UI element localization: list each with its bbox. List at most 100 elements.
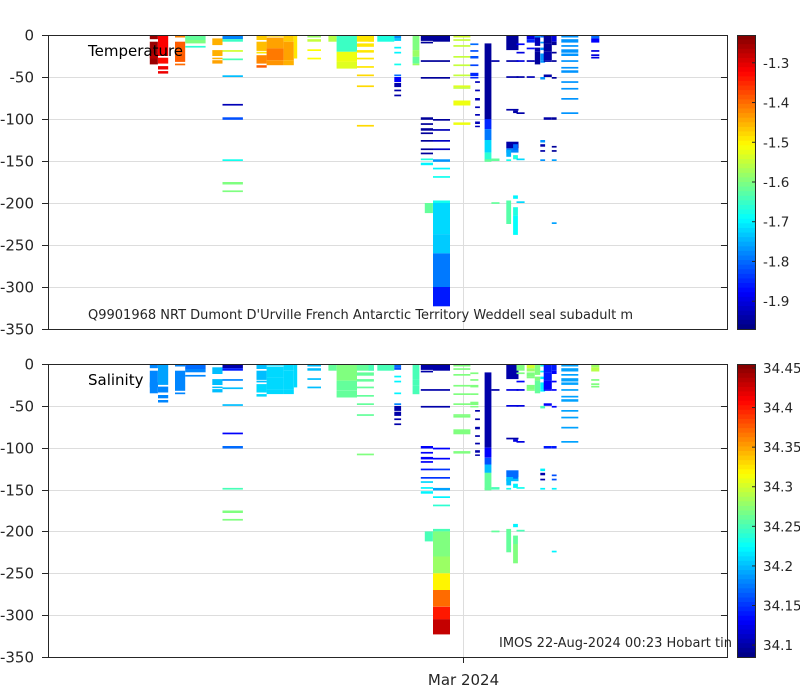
- colorbar-swatch: [737, 287, 756, 293]
- profile-cell: [516, 529, 525, 532]
- profile-cell: [453, 364, 471, 367]
- profile-cell: [307, 364, 321, 367]
- profile-cell: [475, 106, 480, 109]
- profile-cell: [516, 487, 525, 489]
- y-tick-label: -200: [0, 195, 34, 213]
- profile-cell: [484, 472, 492, 490]
- profile-cell: [424, 531, 433, 542]
- colorbar-swatch: [737, 455, 756, 461]
- colorbar-swatch: [737, 602, 756, 608]
- colorbar-swatch: [737, 131, 756, 137]
- profile-cell: [336, 390, 357, 398]
- profile-cell: [158, 35, 169, 56]
- profile-cell: [453, 74, 471, 77]
- profile-cell: [453, 56, 471, 58]
- profile-cell: [453, 368, 471, 370]
- profile-cell: [526, 389, 535, 391]
- colorbar-swatch: [737, 108, 756, 114]
- salinity-panel: 0 -50 -100 -150 -200 -250 -300 -350 Salinity IM…: [0, 356, 800, 690]
- profile-cell: [540, 35, 546, 38]
- profile-cell: [149, 41, 158, 65]
- colorbar-swatch: [737, 533, 756, 539]
- profile-cell: [470, 77, 479, 79]
- profile-cell: [516, 441, 525, 443]
- profile-cell: [516, 364, 525, 371]
- colorbar-swatch: [737, 126, 756, 133]
- profile-cell: [185, 369, 206, 373]
- profile-cell: [561, 112, 579, 114]
- colorbar-swatch: [737, 377, 756, 383]
- profile-cell: [513, 144, 518, 151]
- profile-cell: [551, 222, 557, 224]
- profile-cell: [534, 376, 541, 381]
- profile-cell: [484, 159, 492, 162]
- colorbar-swatch: [737, 94, 756, 100]
- colorbar-swatch: [737, 48, 756, 54]
- profile-cell: [453, 393, 471, 395]
- profile-cell: [551, 145, 557, 148]
- profile-cell: [540, 389, 546, 392]
- profile-cell: [540, 382, 546, 390]
- profile-cell: [516, 76, 525, 78]
- profile-cell: [526, 376, 535, 379]
- profile-cell: [433, 129, 450, 131]
- colorbar-swatch: [737, 464, 756, 470]
- colorbar-tick-label: 34.35: [763, 440, 800, 456]
- profile-cell: [175, 392, 186, 395]
- profile-cell: [540, 144, 546, 147]
- profile-cell: [185, 364, 206, 369]
- colorbar-tick-label: -1.4: [763, 96, 789, 112]
- profile-cell: [561, 70, 579, 73]
- profile-cell: [543, 403, 552, 406]
- profile-cell: [420, 468, 433, 471]
- profile-cell: [513, 523, 518, 528]
- colorbar-swatch: [737, 241, 756, 247]
- profile-cell: [526, 60, 535, 62]
- colorbar-swatch: [737, 519, 756, 525]
- profile-cell: [175, 364, 186, 367]
- y-tick-label: -250: [0, 565, 34, 583]
- profile-cell: [484, 43, 492, 119]
- profile-cell: [293, 35, 298, 59]
- colorbar-swatch: [737, 492, 756, 498]
- profile-cell: [175, 63, 186, 66]
- profile-cell: [149, 370, 158, 394]
- colorbar-swatch: [737, 103, 756, 110]
- profile-cell: [561, 389, 579, 391]
- colorbar-swatch: [737, 191, 756, 197]
- profile-cell: [307, 39, 321, 42]
- profile-cell: [394, 35, 402, 39]
- profile-cell: [540, 140, 546, 143]
- profile-cell: [551, 117, 557, 120]
- profile-cell: [394, 364, 402, 368]
- colorbar-swatch: [737, 67, 756, 73]
- colorbar-swatch: [737, 223, 756, 229]
- profile-cell: [561, 81, 579, 83]
- profile-cell: [540, 150, 546, 152]
- profile-cell: [212, 57, 223, 60]
- profile-cell: [453, 87, 471, 89]
- profile-cell: [149, 364, 158, 369]
- profile-cell: [256, 41, 267, 51]
- profile-cell: [506, 148, 519, 153]
- profile-cell: [222, 58, 243, 61]
- profile-cell: [412, 392, 420, 395]
- profile-cell: [222, 39, 243, 42]
- colorbar-swatch: [737, 57, 756, 64]
- profile-cell: [433, 77, 450, 79]
- profile-cell: [433, 468, 450, 471]
- profile-cell: [420, 405, 433, 408]
- profile-cell: [222, 487, 243, 490]
- colorbar-swatch: [737, 409, 756, 415]
- profile-cell: [534, 366, 541, 375]
- colorbar-swatch: [737, 478, 756, 484]
- profile-cell: [420, 128, 433, 131]
- colorbar-swatch: [737, 113, 756, 119]
- colorbar-tick-label: -1.3: [763, 56, 789, 72]
- colorbar-swatch: [737, 136, 756, 142]
- profile-cell: [368, 35, 374, 42]
- profile-cell: [551, 150, 557, 152]
- profile-cell: [453, 122, 471, 125]
- profile-cell: [212, 60, 223, 64]
- salinity-panel-label: Salinity: [88, 371, 144, 389]
